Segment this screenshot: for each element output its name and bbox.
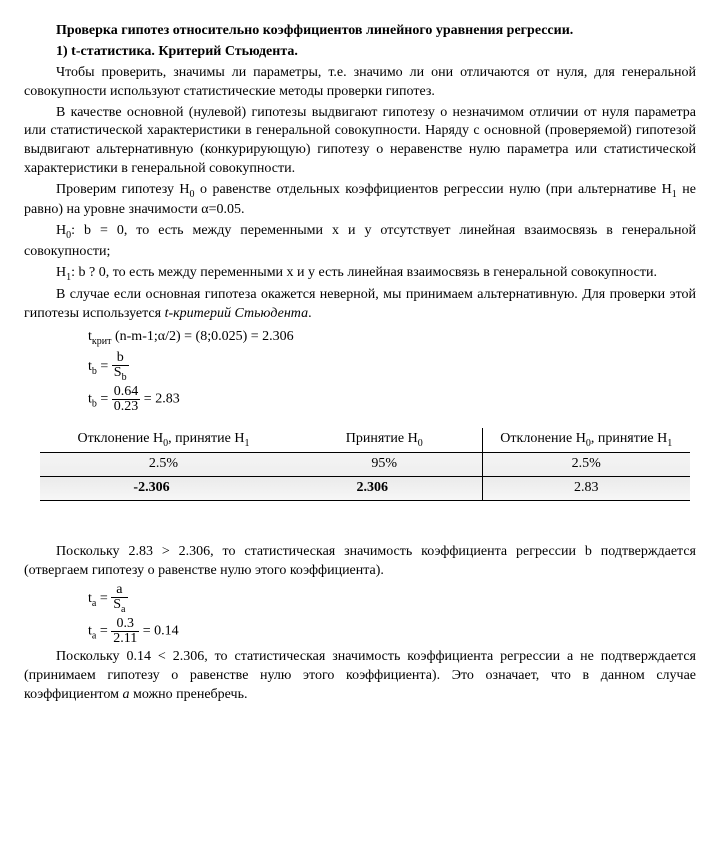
bound-left: -2.306 — [40, 477, 287, 501]
formula-tb-symbolic: tb = bSb — [88, 351, 696, 383]
table-header-reject-right: Отклонение H0, принятие H1 — [482, 428, 690, 453]
heading-main: Проверка гипотез относительно коэффициен… — [24, 22, 696, 41]
hypothesis-h0: H0: b = 0, то есть между переменными x и… — [24, 222, 696, 261]
paragraph-2: В качестве основной (нулевой) гипотезы в… — [24, 104, 696, 180]
bound-right: 2.306 — [287, 477, 482, 501]
paragraph-4: В случае если основная гипотеза окажется… — [24, 286, 696, 324]
t-value: 2.83 — [482, 477, 690, 501]
hypothesis-table: Отклонение H0, принятие H1 Принятие H0 О… — [40, 428, 690, 501]
heading-sub: 1) t-статистика. Критерий Стьюдента. — [24, 43, 696, 62]
paragraph-3: Проверим гипотезу H0 о равенстве отдельн… — [24, 181, 696, 220]
table-header-reject-left: Отклонение H0, принятие H1 — [40, 428, 287, 453]
percent-left: 2.5% — [40, 453, 287, 477]
formula-tb-numeric: tb = 0.640.23 = 2.83 — [88, 385, 696, 414]
formula-tcrit: tкрит (n-m-1;α/2) = (8;0.025) = 2.306 — [88, 326, 696, 350]
hypothesis-h1: H1: b ? 0, то есть между переменными x и… — [24, 264, 696, 284]
table-header-accept: Принятие H0 — [287, 428, 482, 453]
paragraph-5: Поскольку 2.83 > 2.306, то статистическа… — [24, 543, 696, 581]
formula-ta-numeric: ta = 0.32.11 = 0.14 — [88, 617, 696, 646]
percent-mid: 95% — [287, 453, 482, 477]
paragraph-6: Поскольку 0.14 < 2.306, то статистическа… — [24, 648, 696, 705]
paragraph-1: Чтобы проверить, значимы ли параметры, т… — [24, 64, 696, 102]
percent-right: 2.5% — [482, 453, 690, 477]
formula-ta-symbolic: ta = aSa — [88, 583, 696, 615]
